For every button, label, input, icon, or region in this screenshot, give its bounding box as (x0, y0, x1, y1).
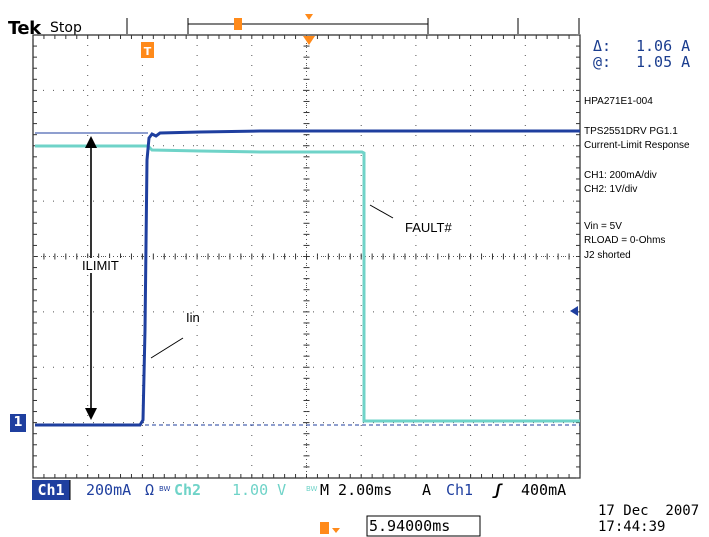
trigger-position-marker-top (305, 14, 313, 20)
board-id: HPA271E1-004 (584, 96, 653, 107)
ch1-coupling: Ω (145, 481, 155, 499)
ch1-ground-marker (10, 414, 26, 432)
record-trigger-icon (234, 18, 242, 30)
fault-label: FAULT# (405, 220, 452, 235)
acquisition-state: Stop (50, 20, 82, 36)
svg-text:T: T (144, 45, 152, 58)
ch2-status-scale[interactable]: 1.00 V (232, 481, 287, 499)
ch2-scale-note: CH2: 1V/div (584, 184, 638, 195)
at-label: @: (593, 53, 612, 71)
ch1-waveform (35, 129, 580, 427)
timebase[interactable]: M 2.00ms (320, 481, 393, 499)
record-window-indicator (126, 18, 580, 34)
fault-pointer-line (369, 204, 394, 219)
ch1-level-marker (570, 306, 578, 316)
ch1-scale-note: CH1: 200mA/div (584, 170, 657, 181)
ch2-bw-limit: BW (306, 485, 318, 493)
trigger-level[interactable]: 400mA (521, 481, 567, 499)
delta-value: 1.06 A (636, 37, 691, 55)
ch1-status-label[interactable]: Ch1 (37, 481, 65, 499)
at-value: 1.05 A (636, 53, 691, 71)
delta-label: Δ: (593, 37, 612, 55)
trigger-slope-icon: ʃ (493, 481, 503, 499)
ch1-status-scale[interactable]: 200mA (86, 481, 132, 499)
title-line2: Current-Limit Response (584, 140, 690, 151)
ch1-bw-limit: BW (159, 485, 171, 493)
rload-note: RLOAD = 0-Ohms (584, 235, 666, 246)
trigger-t-marker: T (141, 42, 154, 58)
ilimit-label: ILIMIT (80, 258, 121, 273)
brand-logo: Tek (8, 18, 41, 39)
ch1-marker-label: 1 (13, 415, 23, 430)
acquisition-mode: A (422, 481, 432, 499)
trigger-position-readout: 5.94000ms (369, 517, 451, 535)
vin-note: Vin = 5V (584, 221, 622, 232)
ch2-waveform (35, 144, 580, 423)
iin-label: Iin (186, 310, 200, 325)
trigger-position-marker (303, 36, 315, 45)
graticule (32, 34, 581, 479)
ilimit-arrow (85, 136, 97, 420)
ch2-status-label[interactable]: Ch2 (174, 481, 202, 499)
trigger-source[interactable]: Ch1 (446, 481, 474, 499)
title-line1: TPS2551DRV PG1.1 (584, 126, 678, 137)
time-readout: 17:44:39 (598, 519, 666, 535)
date-readout: 17 Dec 2007 (598, 503, 700, 519)
status-bar-shapes (32, 480, 481, 537)
j2-note: J2 shorted (584, 250, 631, 261)
iin-pointer-line (150, 337, 184, 359)
